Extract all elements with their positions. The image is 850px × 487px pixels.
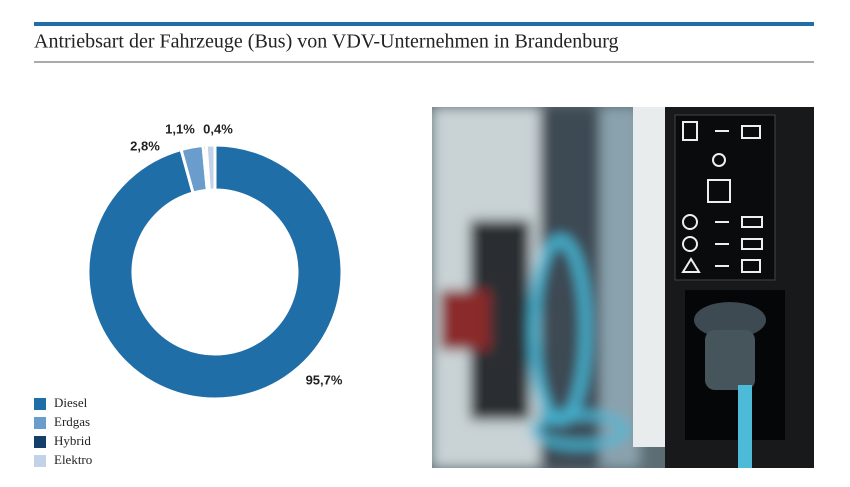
chart-title: Antriebsart der Fahrzeuge (Bus) von VDV-… [34,31,619,53]
legend-swatch [34,417,46,429]
legend-label: Hybrid [54,433,91,448]
legend-label: Elektro [54,452,92,467]
data-label: 1,1% [165,121,195,136]
donut-slice [204,143,217,192]
top-bar [34,22,814,26]
legend-label: Erdgas [54,414,90,429]
data-label: 2,8% [130,138,160,153]
legend-swatch [34,455,46,467]
legend-swatch [34,436,46,448]
photo [432,107,814,468]
legend-label: Diesel [54,395,88,410]
data-label: 95,7% [306,372,343,387]
legend-swatch [34,398,46,410]
donut-slice [86,143,344,401]
data-label: 0,4% [203,121,233,136]
